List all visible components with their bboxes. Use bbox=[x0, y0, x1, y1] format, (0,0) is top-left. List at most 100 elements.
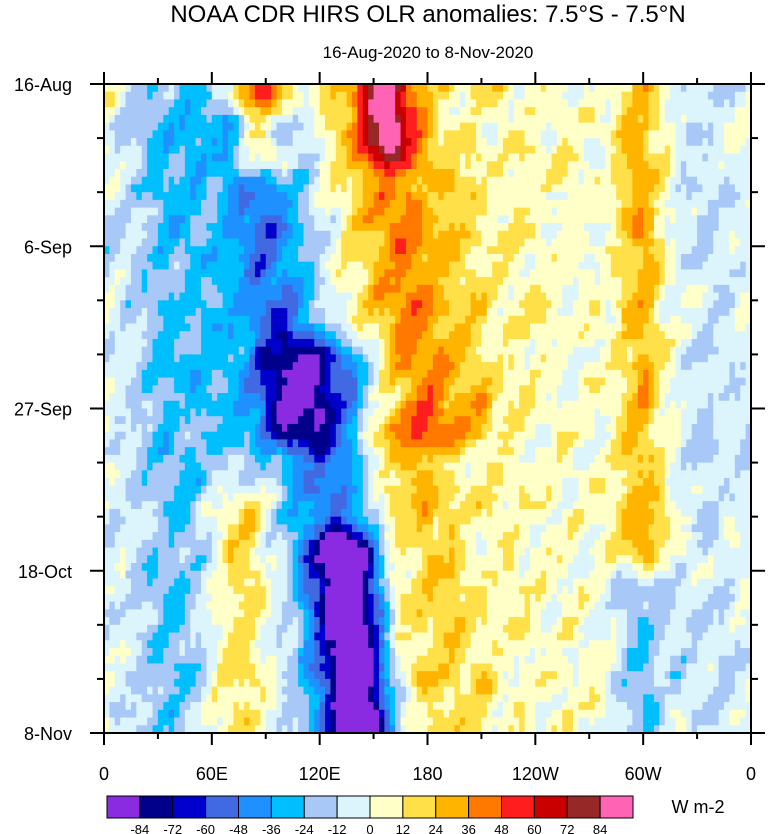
heatmap-cell bbox=[535, 114, 542, 124]
chart-subtitle: 16-Aug-2020 to 8-Nov-2020 bbox=[323, 43, 534, 62]
heatmap-cell bbox=[605, 338, 612, 348]
heatmap-cell bbox=[648, 362, 655, 371]
heatmap-cell bbox=[476, 292, 483, 301]
heatmap-cell bbox=[605, 207, 612, 216]
heatmap-cell bbox=[449, 269, 456, 278]
heatmap-cell bbox=[573, 308, 580, 317]
heatmap-cell bbox=[136, 338, 143, 348]
heatmap-cell bbox=[524, 246, 531, 255]
heatmap-cell bbox=[449, 362, 456, 371]
heatmap-cell bbox=[389, 122, 396, 131]
heatmap-cell bbox=[589, 393, 596, 402]
heatmap-cell bbox=[459, 308, 466, 317]
heatmap-cell bbox=[265, 153, 272, 162]
heatmap-cell bbox=[357, 338, 364, 348]
heatmap-cell bbox=[578, 354, 585, 363]
heatmap-cell bbox=[680, 300, 687, 309]
heatmap-cell bbox=[562, 292, 569, 301]
heatmap-cell bbox=[195, 331, 202, 340]
heatmap-cell bbox=[600, 377, 607, 386]
heatmap-cell bbox=[567, 308, 574, 317]
heatmap-cell bbox=[104, 393, 110, 402]
heatmap-cell bbox=[298, 184, 305, 193]
heatmap-cell bbox=[438, 122, 445, 131]
heatmap-cell bbox=[648, 269, 655, 278]
heatmap-cell bbox=[718, 161, 725, 170]
heatmap-cell bbox=[432, 168, 439, 178]
heatmap-cell bbox=[529, 230, 536, 240]
heatmap-cell bbox=[254, 122, 261, 131]
heatmap-cell bbox=[653, 230, 660, 240]
heatmap-cell bbox=[416, 246, 423, 255]
heatmap-cell bbox=[729, 331, 736, 340]
heatmap-cell bbox=[373, 261, 380, 271]
heatmap-cell bbox=[643, 331, 650, 340]
heatmap-cell bbox=[697, 315, 704, 325]
heatmap-cell bbox=[163, 292, 170, 301]
heatmap-cell bbox=[583, 261, 590, 271]
heatmap-cell bbox=[211, 145, 218, 155]
heatmap-cell bbox=[368, 199, 375, 209]
heatmap-cell bbox=[718, 145, 725, 155]
heatmap-cell bbox=[422, 91, 429, 101]
heatmap-cell bbox=[438, 369, 445, 379]
heatmap-cell bbox=[352, 122, 359, 131]
heatmap-cell bbox=[346, 284, 353, 294]
heatmap-cell bbox=[168, 269, 175, 278]
heatmap-cell bbox=[513, 377, 520, 386]
heatmap-cell bbox=[238, 107, 245, 116]
heatmap-cell bbox=[308, 362, 315, 371]
heatmap-cell bbox=[659, 91, 666, 101]
heatmap-cell bbox=[502, 84, 509, 93]
heatmap-cell bbox=[104, 122, 110, 131]
heatmap-cell bbox=[325, 161, 332, 170]
heatmap-cell bbox=[184, 253, 191, 263]
heatmap-cell bbox=[438, 207, 445, 216]
heatmap-cell bbox=[626, 114, 633, 124]
heatmap-cell bbox=[540, 308, 547, 317]
heatmap-cell bbox=[362, 308, 369, 317]
heatmap-cell bbox=[152, 230, 159, 240]
heatmap-cell bbox=[578, 300, 585, 309]
heatmap-cell bbox=[621, 323, 628, 332]
heatmap-cell bbox=[707, 130, 714, 139]
heatmap-cell bbox=[395, 238, 402, 247]
heatmap-cell bbox=[233, 230, 240, 240]
heatmap-cell bbox=[114, 338, 121, 348]
heatmap-cell bbox=[422, 99, 429, 108]
heatmap-cell bbox=[637, 176, 644, 186]
heatmap-cell bbox=[276, 300, 283, 309]
heatmap-cell bbox=[632, 184, 639, 193]
heatmap-cell bbox=[211, 400, 218, 410]
heatmap-cell bbox=[486, 400, 493, 410]
heatmap-cell bbox=[675, 277, 682, 286]
heatmap-cell bbox=[476, 369, 483, 379]
heatmap-cell bbox=[648, 184, 655, 193]
heatmap-cell bbox=[702, 184, 709, 193]
heatmap-cell bbox=[648, 145, 655, 155]
heatmap-cell bbox=[583, 99, 590, 108]
heatmap-cell bbox=[373, 168, 380, 178]
heatmap-cell bbox=[249, 338, 256, 348]
heatmap-cell bbox=[724, 277, 731, 286]
heatmap-cell bbox=[432, 192, 439, 201]
heatmap-cell bbox=[648, 331, 655, 340]
heatmap-cell bbox=[670, 107, 677, 116]
heatmap-cell bbox=[314, 369, 321, 379]
heatmap-cell bbox=[217, 215, 224, 224]
heatmap-cell bbox=[594, 246, 601, 255]
heatmap-cell bbox=[734, 168, 741, 178]
heatmap-cell bbox=[228, 161, 234, 170]
heatmap-cell bbox=[643, 84, 650, 93]
heatmap-cell bbox=[664, 292, 671, 301]
heatmap-cell bbox=[573, 315, 580, 325]
heatmap-cell bbox=[497, 393, 504, 402]
heatmap-cell bbox=[465, 385, 472, 394]
heatmap-cell bbox=[632, 223, 639, 232]
heatmap-cell bbox=[470, 91, 477, 101]
heatmap-cell bbox=[454, 246, 461, 255]
heatmap-cell bbox=[211, 223, 218, 232]
heatmap-cell bbox=[648, 308, 655, 317]
heatmap-cell bbox=[605, 284, 612, 294]
heatmap-cell bbox=[238, 91, 245, 101]
